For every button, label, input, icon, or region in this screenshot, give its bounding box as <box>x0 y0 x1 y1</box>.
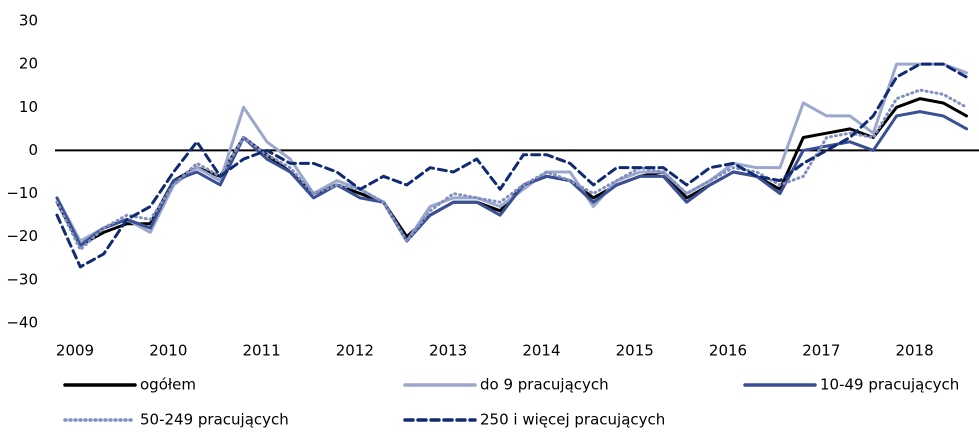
legend-label: 50-249 pracujących <box>140 411 289 429</box>
series-line <box>55 88 969 252</box>
x-tick-label: 2013 <box>429 342 467 360</box>
x-tick-label: 2012 <box>336 342 374 360</box>
y-tick-label: −20 <box>6 227 38 245</box>
series-line <box>55 62 969 243</box>
x-tick-label: 2015 <box>616 342 654 360</box>
y-tick-label: 10 <box>19 98 38 116</box>
x-tick-label: 2014 <box>522 342 560 360</box>
y-tick-label: 20 <box>19 55 38 73</box>
y-tick-label: 0 <box>28 141 38 159</box>
y-tick-label: −30 <box>6 270 38 288</box>
series-line <box>55 110 969 247</box>
x-tick-label: 2010 <box>149 342 187 360</box>
x-tick-label: 2017 <box>802 342 840 360</box>
x-tick-label: 2018 <box>895 342 933 360</box>
series-line <box>55 62 969 269</box>
legend-label: 10-49 pracujących <box>820 376 959 394</box>
y-tick-label: −10 <box>6 184 38 202</box>
x-tick-label: 2016 <box>709 342 747 360</box>
x-tick-label: 2009 <box>56 342 94 360</box>
legend-label: ogółem <box>140 376 196 394</box>
legend-label: 250 i więcej pracujących <box>480 411 665 429</box>
legend-label: do 9 pracujących <box>480 376 609 394</box>
y-tick-label: 30 <box>19 12 38 30</box>
y-tick-label: −40 <box>6 314 38 332</box>
x-tick-label: 2011 <box>242 342 280 360</box>
